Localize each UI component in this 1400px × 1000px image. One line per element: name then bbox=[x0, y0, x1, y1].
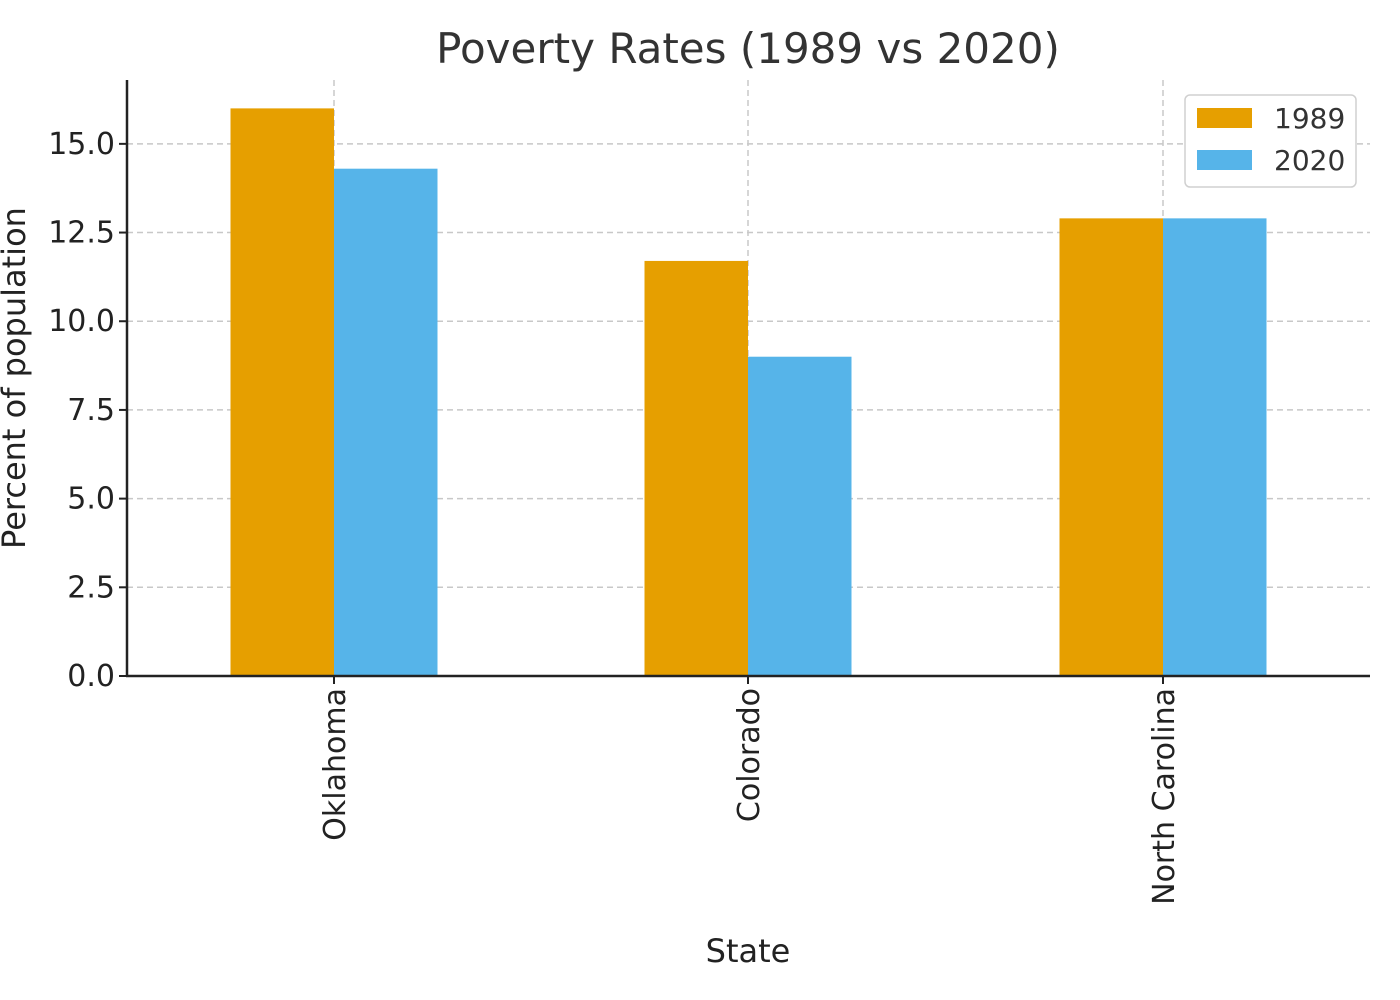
bar-2020-north-carolina bbox=[1163, 218, 1267, 676]
y-tick-label: 15.0 bbox=[48, 127, 115, 162]
x-tick-label: North Carolina bbox=[1147, 688, 1182, 905]
y-tick-label: 10.0 bbox=[48, 304, 115, 339]
legend-swatch-1989 bbox=[1197, 108, 1252, 128]
legend-swatch-2020 bbox=[1197, 150, 1252, 170]
legend-label-1989: 1989 bbox=[1274, 102, 1345, 135]
y-tick-label: 2.5 bbox=[67, 570, 115, 605]
bar-2020-oklahoma bbox=[334, 168, 438, 676]
bar-1989-north-carolina bbox=[1059, 218, 1163, 676]
bar-1989-oklahoma bbox=[230, 108, 334, 676]
x-tick-label: Colorado bbox=[732, 688, 767, 822]
y-axis-ticks: 0.0 2.5 5.0 7.5 10.0 12.5 15.0 bbox=[48, 127, 127, 694]
legend-label-2020: 2020 bbox=[1274, 144, 1345, 177]
bars bbox=[230, 108, 1267, 676]
x-tick-label: Oklahoma bbox=[318, 688, 353, 841]
legend: 1989 2020 bbox=[1184, 94, 1357, 188]
chart-title: Poverty Rates (1989 vs 2020) bbox=[436, 24, 1060, 73]
y-tick-label: 0.0 bbox=[67, 659, 115, 694]
y-axis-label: Percent of population bbox=[0, 207, 33, 549]
bar-2020-colorado bbox=[748, 356, 852, 676]
x-axis-ticks: Oklahoma Colorado North Carolina bbox=[318, 676, 1182, 905]
y-tick-label: 12.5 bbox=[48, 216, 115, 251]
y-tick-label: 7.5 bbox=[67, 393, 115, 428]
bar-1989-colorado bbox=[644, 260, 748, 676]
y-tick-label: 5.0 bbox=[67, 482, 115, 517]
x-axis-label: State bbox=[706, 932, 791, 970]
